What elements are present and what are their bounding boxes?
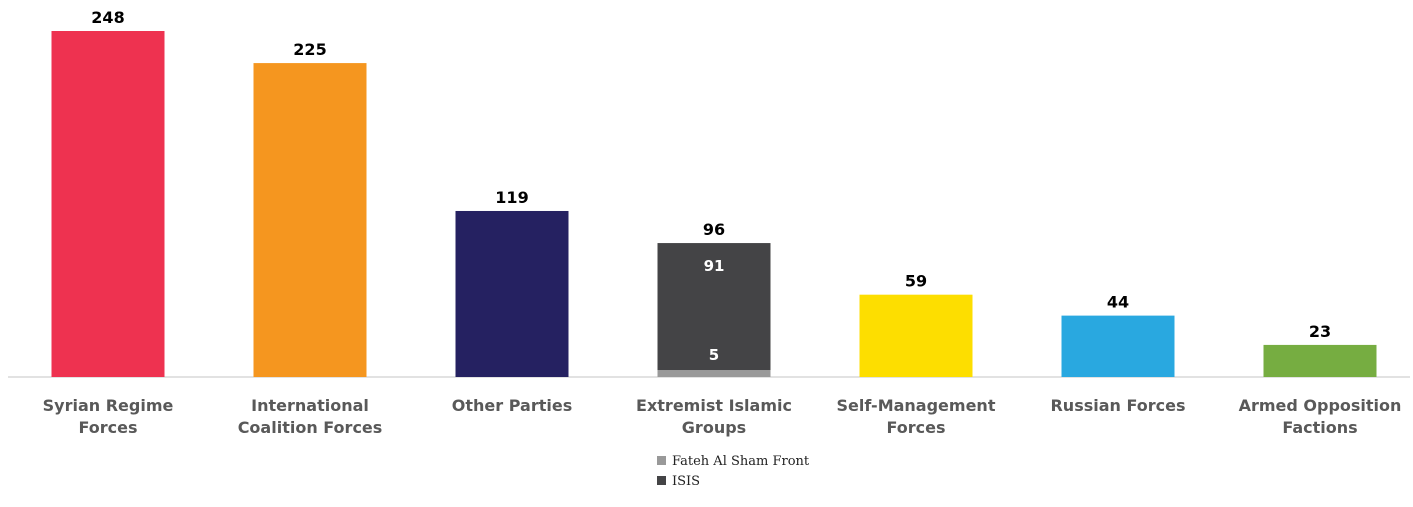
bar-value-label: 96 bbox=[703, 220, 725, 239]
category-label: Armed Opposition Factions bbox=[1239, 396, 1402, 437]
legend-label: ISIS bbox=[672, 474, 700, 489]
segment-value-label: 91 bbox=[704, 257, 725, 275]
bar-value-label: 248 bbox=[91, 8, 124, 27]
bar-segment-isis bbox=[657, 243, 771, 371]
bar-value-label: 225 bbox=[293, 40, 326, 59]
bar-value-label: 59 bbox=[905, 272, 927, 291]
bar-value-label: 23 bbox=[1309, 322, 1331, 341]
category-label: Extremist Islamic Groups bbox=[636, 396, 792, 437]
bar-value-label: 44 bbox=[1107, 293, 1129, 312]
category-label: International Coalition Forces bbox=[238, 396, 383, 437]
category-label: Self-Management Forces bbox=[837, 396, 996, 437]
category-label: Other Parties bbox=[452, 396, 572, 415]
legend-swatch bbox=[657, 456, 666, 465]
category-label: Syrian Regime Forces bbox=[43, 396, 174, 437]
segment-value-label: 5 bbox=[709, 346, 719, 364]
labels-layer: 248 Syrian Regime Forces 225 International Co… bbox=[43, 8, 1402, 437]
bar-other-parties bbox=[455, 210, 569, 377]
bars-layer bbox=[51, 31, 1377, 377]
bar-value-label: 119 bbox=[495, 188, 528, 207]
bar-syrian-regime-forces bbox=[51, 31, 165, 377]
bar-segment-fateh-al-sham-front bbox=[657, 370, 771, 377]
legend: Fateh Al Sham Front ISIS bbox=[657, 454, 810, 489]
category-label: Russian Forces bbox=[1050, 396, 1185, 415]
bar-international-coalition-forces bbox=[253, 63, 367, 377]
bar-armed-opposition-factions bbox=[1263, 344, 1377, 377]
bar-self-management-forces bbox=[859, 294, 973, 377]
legend-swatch bbox=[657, 476, 666, 485]
bar-russian-forces bbox=[1061, 315, 1175, 377]
legend-label: Fateh Al Sham Front bbox=[672, 454, 810, 469]
